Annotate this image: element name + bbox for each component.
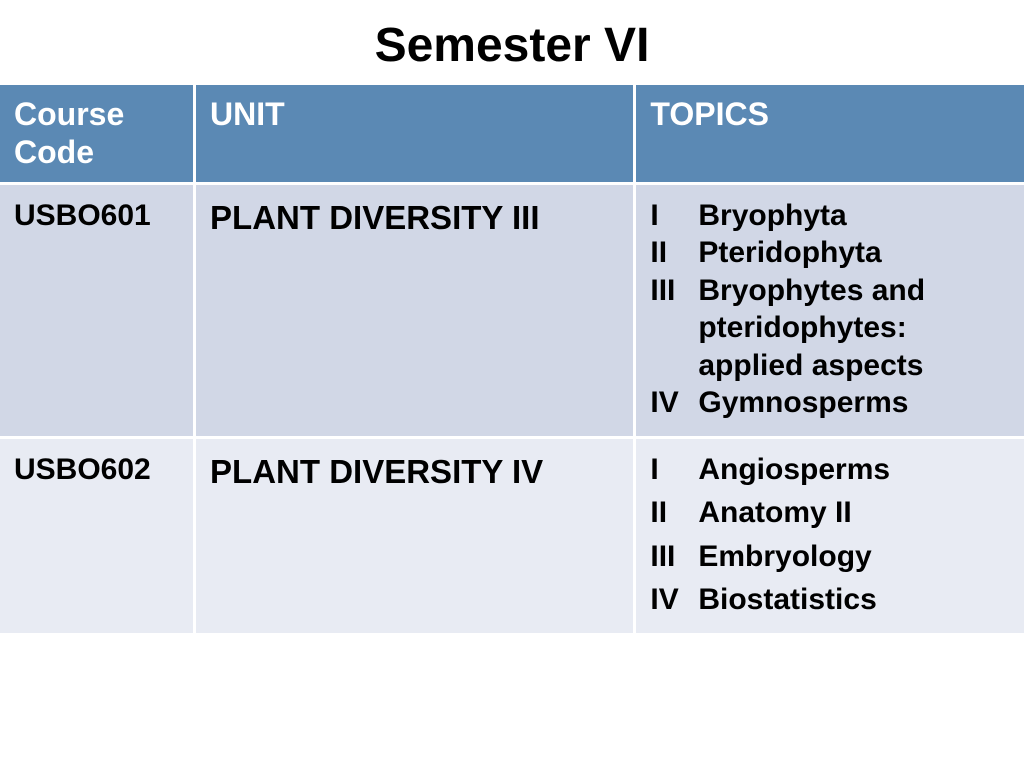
topic-number: II [650, 494, 698, 532]
topic-item: IBryophyta [650, 197, 1010, 235]
page-title: Semester VI [0, 0, 1024, 85]
cell-unit: PLANT DIVERSITY IV [195, 437, 635, 634]
topic-item: IIIBryophytes and pteridophytes: applied… [650, 272, 1010, 385]
topic-number: I [650, 197, 698, 235]
topic-number: III [650, 272, 698, 385]
cell-course-code: USBO602 [0, 437, 195, 634]
course-table: Course Code UNIT TOPICS USBO601 PLANT DI… [0, 85, 1024, 636]
topic-text: Gymnosperms [698, 384, 1010, 422]
topic-text: Anatomy II [698, 494, 1010, 532]
topic-text: Bryophyta [698, 197, 1010, 235]
topic-item: IVGymnosperms [650, 384, 1010, 422]
table-header-row: Course Code UNIT TOPICS [0, 85, 1024, 183]
topic-number: II [650, 234, 698, 272]
header-topics: TOPICS [635, 85, 1024, 183]
topic-item: IVBiostatistics [650, 581, 1010, 619]
cell-topics: IBryophyta IIPteridophyta IIIBryophytes … [635, 183, 1024, 437]
topic-text: Pteridophyta [698, 234, 1010, 272]
cell-topics: IAngiosperms IIAnatomy II IIIEmbryology … [635, 437, 1024, 634]
cell-unit: PLANT DIVERSITY III [195, 183, 635, 437]
topic-number: IV [650, 384, 698, 422]
table-row: USBO602 PLANT DIVERSITY IV IAngiosperms … [0, 437, 1024, 634]
topic-item: IIAnatomy II [650, 494, 1010, 532]
topic-item: IIPteridophyta [650, 234, 1010, 272]
table-row: USBO601 PLANT DIVERSITY III IBryophyta I… [0, 183, 1024, 437]
header-course-code: Course Code [0, 85, 195, 183]
topic-number: IV [650, 581, 698, 619]
topic-number: I [650, 451, 698, 489]
header-unit: UNIT [195, 85, 635, 183]
topic-text: Embryology [698, 538, 1010, 576]
topic-text: Bryophytes and pteridophytes: applied as… [698, 272, 1010, 385]
topic-item: IAngiosperms [650, 451, 1010, 489]
topic-item: IIIEmbryology [650, 538, 1010, 576]
cell-course-code: USBO601 [0, 183, 195, 437]
table-body: USBO601 PLANT DIVERSITY III IBryophyta I… [0, 183, 1024, 634]
topic-text: Biostatistics [698, 581, 1010, 619]
topic-number: III [650, 538, 698, 576]
topic-text: Angiosperms [698, 451, 1010, 489]
